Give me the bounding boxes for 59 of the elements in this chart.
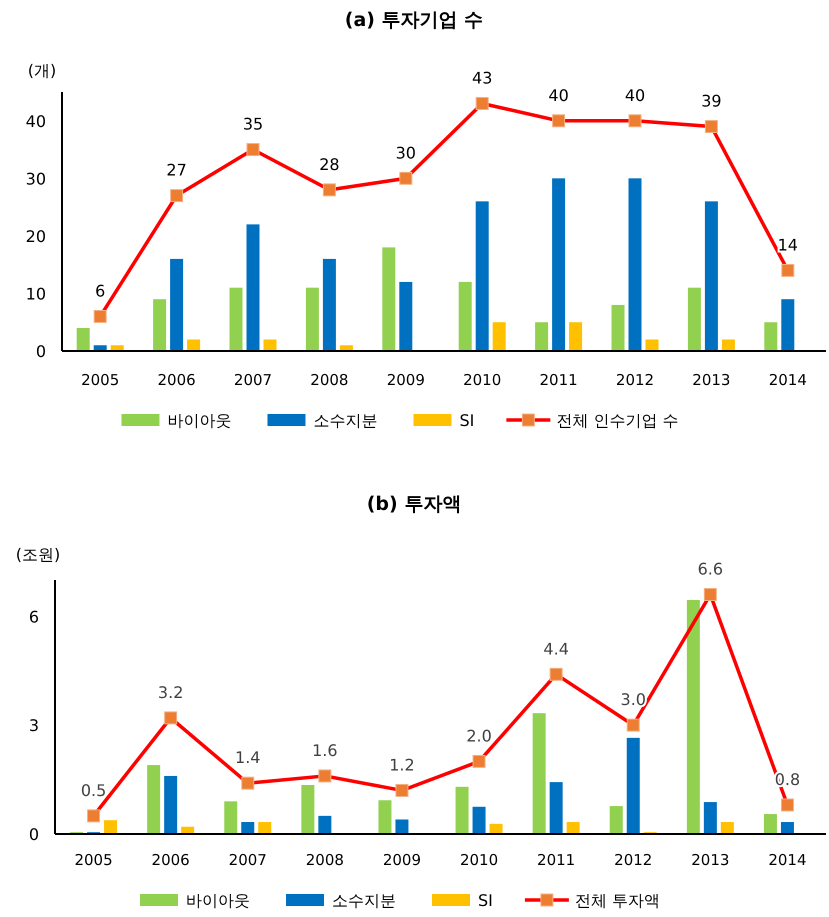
data-label: 40 bbox=[624, 86, 646, 105]
x-tick-label: 2005 bbox=[81, 371, 120, 389]
x-tick-label: 2005 bbox=[74, 851, 113, 869]
y-tick-label: 20 bbox=[26, 226, 46, 246]
y-tick-label: 6 bbox=[28, 607, 39, 626]
x-tick-label: 2007 bbox=[228, 851, 267, 869]
x-tick-label: 2010 bbox=[460, 851, 498, 869]
data-label: 1.6 bbox=[312, 740, 338, 760]
legend-label: SI bbox=[478, 891, 493, 910]
data-label: 40 bbox=[548, 86, 569, 105]
x-tick-label: 2014 bbox=[768, 371, 807, 389]
data-label: 3.2 bbox=[158, 682, 184, 702]
x-tick-label: 2006 bbox=[158, 371, 196, 389]
y-axis-title: (개) bbox=[28, 61, 56, 80]
data-label: 43 bbox=[472, 68, 492, 88]
data-label: 1.2 bbox=[389, 755, 415, 774]
x-tick-label: 2012 bbox=[614, 851, 652, 869]
legend-label: 소수지분 bbox=[313, 411, 378, 430]
chart-title: (a) 투자기업 수 bbox=[344, 9, 484, 31]
legend-label: 소수지분 bbox=[332, 891, 396, 910]
x-tick-label: 2008 bbox=[310, 371, 348, 389]
data-label: 35 bbox=[242, 114, 264, 134]
data-label: 27 bbox=[166, 160, 187, 180]
data-label: 3.0 bbox=[620, 690, 646, 710]
x-tick-label: 2013 bbox=[691, 851, 730, 869]
x-tick-label: 2011 bbox=[537, 851, 576, 869]
data-label: 30 bbox=[396, 143, 416, 162]
x-tick-label: 2007 bbox=[234, 371, 272, 389]
legend-label: SI bbox=[459, 411, 474, 430]
data-label: 6.6 bbox=[698, 560, 724, 579]
x-tick-label: 2009 bbox=[382, 851, 422, 869]
y-axis-title: (조원) bbox=[16, 545, 60, 564]
chart-title: (b) 투자액 bbox=[366, 493, 462, 515]
data-label: 39 bbox=[701, 92, 722, 111]
x-tick-label: 2006 bbox=[152, 851, 190, 869]
y-tick-label: 3 bbox=[28, 716, 39, 736]
x-tick-label: 2014 bbox=[768, 851, 807, 869]
legend-label: 전체 인수기업 수 bbox=[556, 411, 679, 430]
legend-label: 전체 투자액 bbox=[574, 891, 660, 910]
y-tick-label: 30 bbox=[26, 169, 46, 188]
x-tick-label: 2012 bbox=[616, 371, 654, 389]
data-label: 6 bbox=[95, 281, 106, 300]
data-label: 0.5 bbox=[80, 780, 106, 800]
data-label: 28 bbox=[319, 154, 340, 174]
x-tick-label: 2011 bbox=[540, 371, 578, 389]
y-tick-label: 0 bbox=[36, 342, 46, 361]
x-tick-label: 2009 bbox=[386, 371, 425, 389]
y-tick-label: 0 bbox=[28, 825, 39, 844]
y-tick-label: 10 bbox=[26, 284, 46, 304]
data-label: 2.0 bbox=[466, 726, 492, 746]
data-label: 14 bbox=[778, 235, 798, 254]
data-label: 4.4 bbox=[543, 639, 569, 658]
y-tick-label: 40 bbox=[26, 112, 46, 131]
data-label: 1.4 bbox=[235, 748, 260, 768]
x-tick-label: 2010 bbox=[463, 371, 502, 389]
x-tick-label: 2013 bbox=[692, 371, 730, 389]
legend-label: 바이아웃 bbox=[167, 411, 232, 430]
legend-label: 바이아웃 bbox=[186, 891, 250, 910]
x-tick-label: 2008 bbox=[306, 851, 344, 869]
